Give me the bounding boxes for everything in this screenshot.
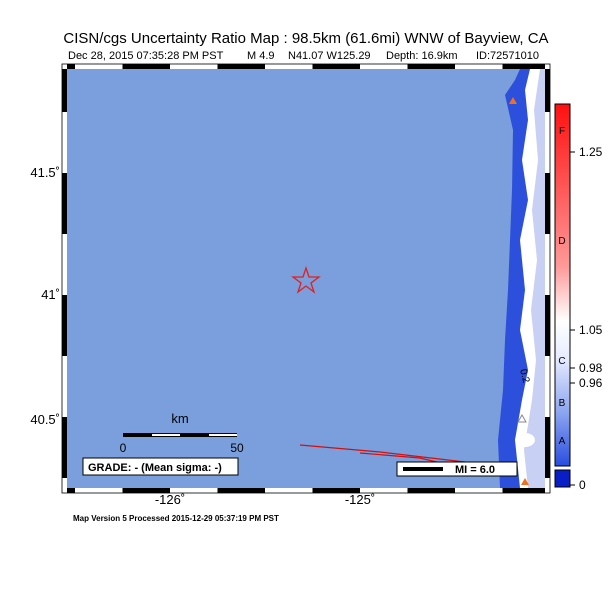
land-patch: [515, 433, 535, 447]
lat-label: 41˚: [41, 287, 60, 302]
frame-segment: [67, 488, 75, 493]
grade-letter: C: [558, 356, 565, 367]
colorbar-label: 1.25: [579, 145, 603, 159]
mi-line: [403, 467, 443, 471]
frame-segment: [545, 69, 550, 112]
frame-segment: [455, 64, 503, 69]
lat-label: 41.5˚: [30, 165, 60, 180]
subtitle-part: M 4.9: [247, 50, 275, 62]
frame-segment: [217, 488, 265, 493]
frame-segment: [170, 64, 218, 69]
colorbar-label: 0.98: [579, 361, 603, 375]
footer: Map Version 5 Processed 2015-12-29 05:37…: [73, 514, 279, 523]
frame-segment: [62, 356, 67, 417]
frame-segment: [545, 478, 550, 488]
frame-segment: [170, 488, 218, 493]
scale-bar-segment: [152, 434, 180, 436]
frame-segment: [545, 112, 550, 173]
frame-segment: [62, 478, 67, 488]
frame-segment: [75, 488, 123, 493]
scale-unit: km: [171, 411, 188, 426]
colorbar-zero: [554, 469, 571, 488]
station: [509, 97, 517, 104]
lat-label: 40.5˚: [30, 412, 60, 427]
subtitle-part: ID:72571010: [476, 50, 539, 62]
mi-box: [396, 461, 518, 477]
frame-segment: [407, 64, 455, 69]
scale-label: 50: [230, 441, 244, 455]
map: 0.2 km 0 50 GRADE: - (Mean sigma: -) MI …: [30, 63, 551, 507]
subtitle-part: Depth: 16.9km: [386, 50, 458, 62]
lon-label: -125˚: [345, 492, 375, 507]
ocean: [67, 69, 545, 488]
colorbar-scale: [554, 103, 571, 467]
grade-letter: D: [558, 236, 565, 247]
frame-segment: [545, 356, 550, 417]
frame-segment: [75, 64, 123, 69]
frame: [61, 63, 551, 494]
frame-segment: [502, 488, 545, 493]
frame-segment: [502, 64, 545, 69]
frame-segment: [122, 64, 170, 69]
colorbar-label: 1.05: [579, 323, 603, 337]
frame-segment: [360, 488, 408, 493]
epicenter-star: [291, 265, 321, 294]
frame-segment: [312, 488, 360, 493]
grade-box: [82, 457, 239, 476]
frame-segment: [62, 234, 67, 295]
title: CISN/cgs Uncertainty Ratio Map : 98.5km …: [63, 30, 548, 47]
frame-outline: [61, 63, 551, 494]
frame-segment: [62, 417, 67, 478]
station: [517, 413, 527, 423]
grade-letter: B: [559, 398, 566, 409]
frame-segment: [62, 69, 67, 112]
subtitle: Dec 28, 2015 07:35:28 PM PST M 4.9 N41.0…: [68, 50, 539, 62]
scale-label: 0: [120, 441, 127, 455]
frame-segment: [407, 488, 455, 493]
frame-segment: [545, 295, 550, 356]
frame-segment: [217, 64, 265, 69]
frame-segment: [360, 64, 408, 69]
subtitle-part: N41.07 W125.29: [288, 50, 371, 62]
frame-segment: [62, 112, 67, 173]
grade-letter: F: [559, 126, 565, 137]
frame-segment: [455, 488, 503, 493]
frame-segment: [265, 64, 313, 69]
frame-segment: [545, 173, 550, 234]
grade: GRADE: - (Mean sigma: -): [88, 462, 222, 474]
land-shade: [524, 69, 545, 488]
colorbar-label: 0.96: [579, 376, 603, 390]
colorbar-label: 0: [579, 478, 586, 492]
frame-segment: [67, 64, 75, 69]
grade-letter: A: [559, 436, 566, 447]
subtitle-part: Dec 28, 2015 07:35:28 PM PST: [68, 50, 224, 62]
mi-label: MI = 6.0: [455, 464, 495, 476]
frame-segment: [312, 64, 360, 69]
lon-label: -126˚: [155, 492, 185, 507]
frame-segment: [62, 295, 67, 356]
contour-label: 0.2: [517, 368, 531, 385]
frame-segment: [265, 488, 313, 493]
scale-bar-segment: [209, 434, 237, 436]
fault: [299, 444, 466, 463]
frame-segment: [62, 173, 67, 234]
frame-segment: [545, 234, 550, 295]
frame-segment: [122, 488, 170, 493]
colorbar: F D C B A 1.25 1.05 0.98 0.96 0: [554, 103, 603, 492]
station: [521, 478, 529, 485]
frame-segment: [545, 417, 550, 478]
